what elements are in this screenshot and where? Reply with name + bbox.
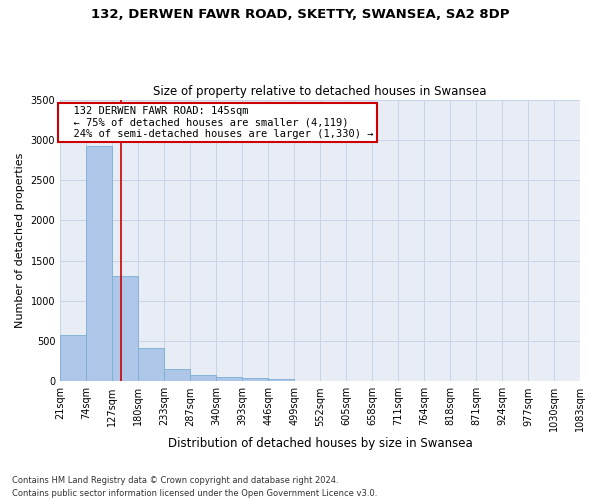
Bar [242, 378, 268, 382]
Bar [268, 378, 294, 382]
Bar [217, 376, 242, 382]
Bar [164, 369, 190, 382]
Bar [138, 348, 164, 382]
X-axis label: Distribution of detached houses by size in Swansea: Distribution of detached houses by size … [168, 437, 472, 450]
Y-axis label: Number of detached properties: Number of detached properties [15, 153, 25, 328]
Bar [112, 276, 138, 382]
Text: Contains HM Land Registry data © Crown copyright and database right 2024.
Contai: Contains HM Land Registry data © Crown c… [12, 476, 377, 498]
Text: 132 DERWEN FAWR ROAD: 145sqm
  ← 75% of detached houses are smaller (4,119)
  24: 132 DERWEN FAWR ROAD: 145sqm ← 75% of de… [61, 106, 374, 140]
Bar [190, 376, 217, 382]
Title: Size of property relative to detached houses in Swansea: Size of property relative to detached ho… [154, 86, 487, 98]
Text: 132, DERWEN FAWR ROAD, SKETTY, SWANSEA, SA2 8DP: 132, DERWEN FAWR ROAD, SKETTY, SWANSEA, … [91, 8, 509, 20]
Bar [60, 336, 86, 382]
Bar [86, 146, 112, 382]
